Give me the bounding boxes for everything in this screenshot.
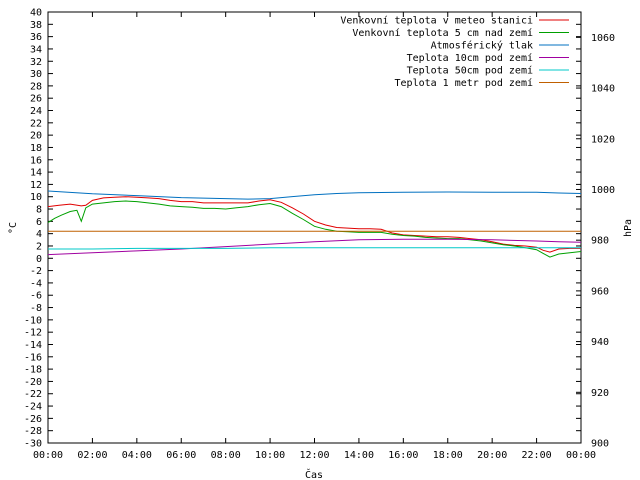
x-tick-label: 04:00 bbox=[122, 450, 152, 461]
y-tick-label-left: 20 bbox=[30, 131, 42, 142]
y-tick-label-left: 16 bbox=[30, 155, 42, 166]
y-tick-label-left: -16 bbox=[24, 352, 42, 363]
y-axis-label-left: °C bbox=[8, 222, 19, 234]
legend-label-2: Venkovní teplota 5 cm nad zemí bbox=[352, 27, 533, 39]
y-tick-label-left: 32 bbox=[30, 57, 42, 68]
x-tick-label: 12:00 bbox=[299, 450, 329, 461]
y-tick-label-left: 22 bbox=[30, 118, 42, 129]
y-tick-label-left: -18 bbox=[24, 365, 42, 376]
left-axis: 4038363432302826242220181614121086420-2-… bbox=[24, 8, 581, 450]
y-tick-label-left: -26 bbox=[24, 414, 42, 425]
x-axis: 00:00 02:00 04:00 06:00 08:00 10:00 12:00 14:00… bbox=[33, 12, 596, 461]
y-tick-label-right: 920 bbox=[591, 388, 609, 399]
y-tick-label-right: 1040 bbox=[591, 84, 615, 95]
y-tick-label-left: -12 bbox=[24, 328, 42, 339]
x-tick-label: 18:00 bbox=[433, 450, 463, 461]
y-tick-label-right: 1060 bbox=[591, 33, 615, 44]
series-line-2 bbox=[47, 200, 582, 258]
y-tick-label-left: -8 bbox=[30, 303, 42, 314]
y-tick-label-right: 1000 bbox=[591, 185, 615, 196]
y-tick-label-left: 10 bbox=[30, 192, 42, 203]
legend-label-4: Teplota 10cm pod zemí bbox=[407, 52, 533, 64]
legend: Venkovní teplota v meteo staniciVenkovní… bbox=[340, 15, 569, 89]
y-tick-label-left: 28 bbox=[30, 81, 42, 92]
x-tick-label: 06:00 bbox=[166, 450, 196, 461]
y-axis-label-right: hPa bbox=[623, 219, 634, 237]
y-tick-label-left: 18 bbox=[30, 143, 42, 154]
y-tick-label-left: 24 bbox=[30, 106, 42, 117]
y-tick-label-left: -6 bbox=[30, 291, 42, 302]
legend-label-1: Venkovní teplota v meteo stanici bbox=[340, 15, 533, 27]
y-tick-label-left: -22 bbox=[24, 389, 42, 400]
x-tick-label: 16:00 bbox=[388, 450, 418, 461]
y-tick-label-right: 980 bbox=[591, 236, 609, 247]
y-tick-label-left: 8 bbox=[36, 205, 42, 216]
y-tick-label-left: -2 bbox=[30, 266, 42, 277]
series-line-4 bbox=[47, 238, 582, 256]
legend-label-3: Atmosférický tlak bbox=[431, 40, 533, 52]
y-tick-label-left: 40 bbox=[30, 8, 42, 19]
x-tick-label: 22:00 bbox=[522, 450, 552, 461]
series-group bbox=[47, 190, 582, 258]
y-tick-label-left: 4 bbox=[36, 229, 42, 240]
y-tick-label-right: 940 bbox=[591, 337, 609, 348]
y-tick-label-left: 12 bbox=[30, 180, 42, 191]
series-line-5 bbox=[48, 247, 581, 250]
y-tick-label-left: -24 bbox=[24, 402, 42, 413]
y-tick-label-right: 1020 bbox=[591, 134, 615, 145]
x-tick-label: 00:00 bbox=[33, 450, 63, 461]
y-tick-label-left: 2 bbox=[36, 241, 42, 252]
x-tick-label: 02:00 bbox=[77, 450, 107, 461]
series-line-1 bbox=[47, 196, 581, 253]
y-tick-label-left: -28 bbox=[24, 426, 42, 437]
x-tick-label: 20:00 bbox=[477, 450, 507, 461]
series-line-3 bbox=[47, 190, 582, 200]
y-tick-label-left: -10 bbox=[24, 315, 42, 326]
legend-label-5: Teplota 50cm pod zemí bbox=[407, 65, 533, 77]
y-tick-label-left: 0 bbox=[36, 254, 42, 265]
y-tick-label-left: 30 bbox=[30, 69, 42, 80]
y-tick-label-right: 960 bbox=[591, 286, 609, 297]
y-tick-label-left: 6 bbox=[36, 217, 42, 228]
plot-area-border bbox=[47, 11, 582, 444]
x-tick-label: 00:00 bbox=[566, 450, 596, 461]
x-tick-label: 14:00 bbox=[344, 450, 374, 461]
y-tick-label-left: 14 bbox=[30, 168, 42, 179]
y-tick-label-left: 36 bbox=[30, 32, 42, 43]
y-tick-label-left: -14 bbox=[24, 340, 42, 351]
y-tick-label-left: 26 bbox=[30, 94, 42, 105]
y-tick-label-left: -30 bbox=[24, 439, 42, 450]
y-tick-label-left: 38 bbox=[30, 20, 42, 31]
legend-label-6: Teplota 1 metr pod zemí bbox=[395, 77, 533, 89]
right-axis: 1060 1040 1020 1000 980 960 940 920 900 bbox=[576, 33, 615, 450]
x-axis-label: Čas bbox=[305, 468, 323, 480]
x-tick-label: 10:00 bbox=[255, 450, 285, 461]
y-tick-label-left: -20 bbox=[24, 377, 42, 388]
x-tick-label: 08:00 bbox=[211, 450, 241, 461]
y-tick-label-left: -4 bbox=[30, 278, 42, 289]
y-tick-label-left: 34 bbox=[30, 44, 42, 55]
y-tick-label-right: 900 bbox=[591, 439, 609, 450]
